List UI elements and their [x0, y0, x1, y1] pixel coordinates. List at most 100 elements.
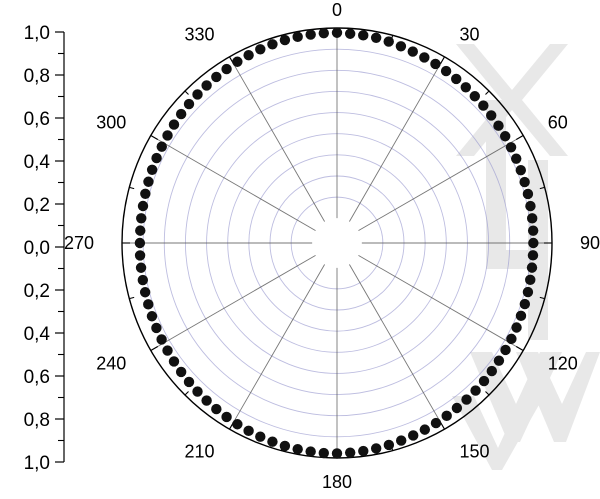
data-point — [201, 395, 212, 406]
data-point — [135, 225, 146, 236]
angular-label: 0 — [332, 0, 342, 20]
angular-label: 90 — [580, 233, 600, 253]
data-point — [292, 31, 303, 43]
data-point — [135, 262, 147, 273]
data-point — [522, 188, 534, 200]
angular-tick-labels: 0 30 60 90 120 150 180 210 240 270 300 330 — [64, 0, 600, 492]
radial-tick-label: 1,0 — [24, 453, 50, 474]
data-point — [344, 28, 356, 39]
data-point — [175, 366, 187, 378]
angular-tick — [184, 391, 189, 396]
data-point — [500, 344, 511, 356]
radial-tick-label: 0,0 — [24, 238, 50, 259]
data-point — [506, 333, 517, 345]
radial-tick-label: 0,8 — [24, 66, 50, 87]
angular-label: 270 — [64, 233, 94, 253]
data-point — [255, 431, 266, 442]
data-point — [146, 311, 158, 322]
data-point — [493, 355, 505, 366]
data-point — [146, 164, 158, 176]
data-point — [211, 403, 222, 415]
data-point — [162, 345, 173, 356]
data-point — [134, 250, 146, 261]
data-point — [383, 439, 395, 451]
data-point — [192, 386, 203, 397]
angular-tick — [150, 346, 159, 351]
grid-spoke — [150, 254, 316, 351]
data-point — [358, 30, 369, 41]
data-point — [305, 29, 316, 40]
radial-tick-label: 0,8 — [24, 410, 50, 431]
data-point — [395, 41, 407, 52]
data-point — [175, 108, 187, 120]
angular-tick — [485, 391, 490, 396]
data-point — [511, 153, 522, 164]
data-point — [486, 365, 498, 377]
data-point — [156, 141, 167, 152]
data-point — [344, 447, 356, 458]
data-point — [419, 52, 430, 63]
data-point — [243, 49, 254, 61]
data-point — [519, 176, 530, 188]
data-point — [183, 98, 195, 110]
data-point — [515, 165, 526, 176]
data-point — [162, 130, 173, 141]
angular-label: 330 — [184, 24, 214, 44]
angular-tick — [129, 186, 135, 190]
data-point — [143, 299, 154, 310]
data-point — [515, 310, 527, 322]
data-point — [451, 402, 463, 414]
data-point — [522, 286, 534, 298]
data-point — [136, 213, 147, 224]
data-point-group — [134, 27, 539, 459]
grid-spoke — [348, 56, 445, 222]
angular-label: 150 — [460, 442, 490, 462]
data-point — [451, 73, 462, 85]
grid-spoke — [358, 135, 524, 232]
data-point — [221, 63, 232, 75]
radial-tick-label: 0,2 — [24, 195, 50, 216]
radial-tick-label: 0,6 — [24, 367, 50, 388]
data-point — [137, 200, 149, 212]
data-point — [201, 80, 212, 91]
data-point — [527, 225, 539, 236]
data-point — [526, 213, 538, 224]
data-point — [243, 425, 254, 437]
angular-label: 210 — [184, 442, 214, 462]
radial-tick-label: 1,0 — [24, 23, 50, 44]
angular-label: 240 — [96, 354, 126, 374]
watermark-w-lower — [452, 396, 544, 470]
grid-spoke — [150, 135, 316, 232]
data-point — [440, 65, 452, 77]
data-point — [156, 334, 167, 345]
data-point — [318, 447, 329, 459]
data-point — [168, 119, 180, 130]
data-point — [511, 322, 522, 333]
angular-tick — [440, 56, 445, 65]
data-point — [279, 34, 291, 46]
data-point — [137, 274, 149, 286]
data-point — [143, 176, 154, 187]
data-point — [526, 262, 538, 273]
angular-tick — [485, 90, 490, 95]
watermark — [452, 44, 600, 470]
data-point — [331, 27, 343, 38]
grid-spoke — [358, 254, 524, 351]
data-point — [478, 375, 490, 387]
data-point — [232, 419, 243, 430]
angular-label: 30 — [460, 24, 480, 44]
data-point — [134, 237, 146, 249]
angular-tick — [129, 296, 135, 300]
data-point — [460, 82, 471, 93]
data-point — [528, 237, 539, 249]
angular-label: 180 — [322, 472, 352, 492]
data-point — [525, 200, 536, 212]
radial-tick-label: 0,4 — [24, 324, 51, 345]
data-point — [168, 356, 180, 367]
data-point — [267, 436, 278, 447]
data-point — [419, 424, 431, 435]
data-point — [183, 376, 195, 388]
radial-tick-label: 0,2 — [24, 281, 50, 302]
